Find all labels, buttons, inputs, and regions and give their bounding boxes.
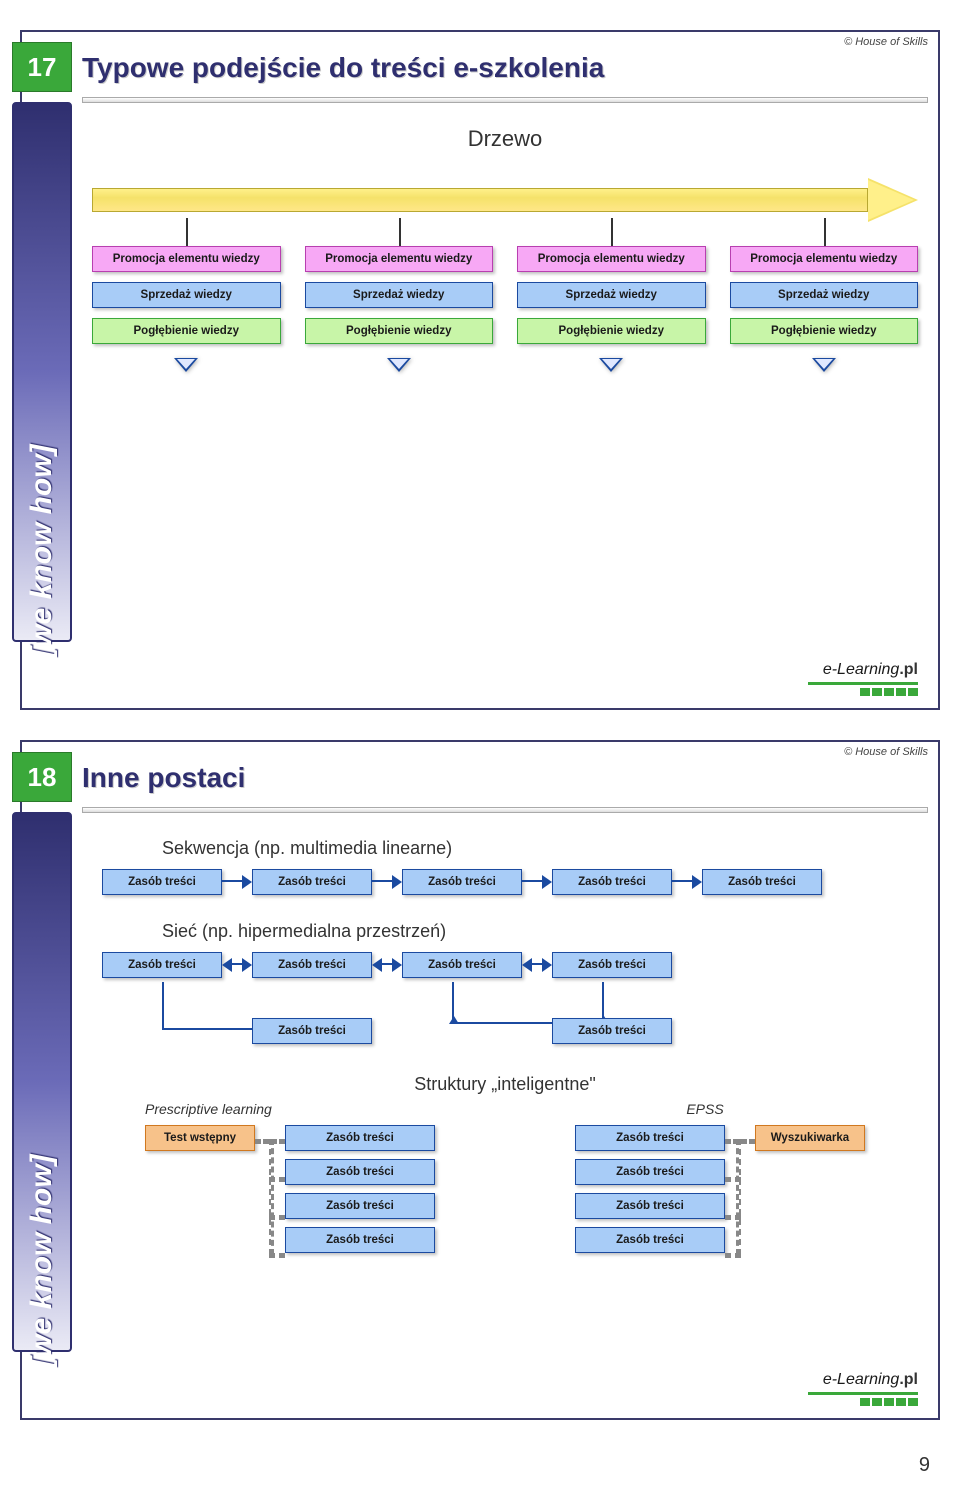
resource-node: Zasób treści [575,1193,725,1219]
promo-node: Promocja elementu wiedzy [92,246,281,272]
arrow-icon [522,875,552,889]
deep-node: Pogłębienie wiedzy [517,318,706,344]
document-page: © House of Skills 17 [we know how] Typow… [0,30,960,1507]
tree-col: Promocja elementu wiedzy Sprzedaż wiedzy… [92,246,281,372]
resource-node: Zasób treści [552,952,672,978]
double-arrow-icon [522,958,552,972]
resource-node: Zasób treści [575,1227,725,1253]
slide-17: © House of Skills 17 [we know how] Typow… [20,30,940,710]
slide-title: Typowe podejście do treści e-szkolenia [82,52,604,84]
resource-node: Zasób treści [102,869,222,895]
search-node: Wyszukiwarka [755,1125,865,1151]
resource-node: Zasób treści [285,1227,435,1253]
connector [162,982,164,1030]
resource-node: Zasób treści [252,1018,372,1044]
double-arrow-icon [372,958,402,972]
arrow-icon [372,875,402,889]
tree-heading: Drzewo [92,126,918,152]
resource-node: Zasób treści [285,1159,435,1185]
sale-node: Sprzedaż wiedzy [92,282,281,308]
sale-node: Sprzedaż wiedzy [305,282,494,308]
slide-title: Inne postaci [82,762,245,794]
network-row1: Zasób treści Zasób treści Zasób treści Z… [102,952,918,978]
sidebar-logo: [we know how] [12,102,72,688]
dash-connector [736,1139,741,1255]
epss-stack: Zasób treści Zasób treści Zasób treści Z… [575,1125,725,1253]
title-underline [82,97,928,103]
sale-node: Sprzedaż wiedzy [730,282,919,308]
footer-logo: e-Learning.pl [808,661,918,696]
sequence-label: Sekwencja (np. multimedia linearne) [162,838,918,859]
page-badge: 18 [12,752,72,802]
resource-node: Zasób treści [102,952,222,978]
network-row2: Zasób treści Zasób treści [252,1018,918,1044]
tree-col: Promocja elementu wiedzy Sprzedaż wiedzy… [305,246,494,372]
dash-connector [269,1139,274,1255]
network-label: Sieć (np. hipermedialna przestrzeń) [162,921,918,942]
resource-node: Zasób treści [285,1193,435,1219]
deep-node: Pogłębienie wiedzy [305,318,494,344]
promo-node: Promocja elementu wiedzy [730,246,919,272]
tree-columns: Promocja elementu wiedzy Sprzedaż wiedzy… [92,246,918,372]
intelligent-structures: Struktury „inteligentne" Prescriptive le… [92,1074,918,1253]
title-underline [82,807,928,813]
copyright: © House of Skills [844,746,928,758]
arrow-icon [672,875,702,889]
resource-node: Zasób treści [702,869,822,895]
dash-connector [269,1177,285,1182]
tree-col: Promocja elementu wiedzy Sprzedaż wiedzy… [517,246,706,372]
resource-node: Zasób treści [252,869,372,895]
resource-node: Zasób treści [285,1125,435,1151]
resource-node: Zasób treści [575,1159,725,1185]
tree-arrow-icon [812,358,836,372]
page-number: 9 [0,1450,960,1507]
footer-logo: e-Learning.pl [808,1371,918,1406]
tree-col: Promocja elementu wiedzy Sprzedaż wiedzy… [730,246,919,372]
resource-node: Zasób treści [402,869,522,895]
struct-title: Struktury „inteligentne" [92,1074,918,1095]
epss-subtitle: EPSS [545,1101,865,1117]
arrow-icon [222,875,252,889]
tree-arrow-icon [599,358,623,372]
dash-connector [269,1253,285,1258]
page-badge: 17 [12,42,72,92]
slide-18: © House of Skills 18 [we know how] Inne … [20,740,940,1420]
dash-connector [725,1253,741,1258]
test-node: Test wstępny [145,1125,255,1151]
copyright: © House of Skills [844,36,928,48]
resource-node: Zasób treści [552,1018,672,1044]
timeline-arrow [92,182,918,218]
sale-node: Sprzedaż wiedzy [517,282,706,308]
prescriptive-stack: Zasób treści Zasób treści Zasób treści Z… [285,1125,435,1253]
resource-node: Zasób treści [402,952,522,978]
sidebar-logo: [we know how] [12,812,72,1398]
network-wrap: Zasób treści Zasób treści Zasób treści Z… [92,952,918,1044]
promo-node: Promocja elementu wiedzy [305,246,494,272]
sidebar-label: [we know how] [25,444,59,657]
deep-node: Pogłębienie wiedzy [92,318,281,344]
dash-connector [725,1177,741,1182]
double-arrow-icon [222,958,252,972]
dash-connector [725,1215,741,1220]
prescriptive-subtitle: Prescriptive learning [145,1101,465,1117]
resource-node: Zasób treści [252,952,372,978]
sequence-row: Zasób treści Zasób treści Zasób treści Z… [102,869,918,895]
sidebar-label: [we know how] [25,1154,59,1367]
prescriptive-col: Prescriptive learning Test wstępny Zasób… [145,1101,465,1253]
slide1-content: Drzewo Promocja elementu wiedzy Sprzedaż… [92,122,918,668]
tree-arrow-icon [174,358,198,372]
epss-col: EPSS Wyszukiwarka Zasób treści Zasób tre… [545,1101,865,1253]
tree-arrow-icon [387,358,411,372]
resource-node: Zasób treści [552,869,672,895]
dash-connector [269,1215,285,1220]
promo-node: Promocja elementu wiedzy [517,246,706,272]
deep-node: Pogłębienie wiedzy [730,318,919,344]
resource-node: Zasób treści [575,1125,725,1151]
slide2-content: Sekwencja (np. multimedia linearne) Zasó… [92,832,918,1378]
